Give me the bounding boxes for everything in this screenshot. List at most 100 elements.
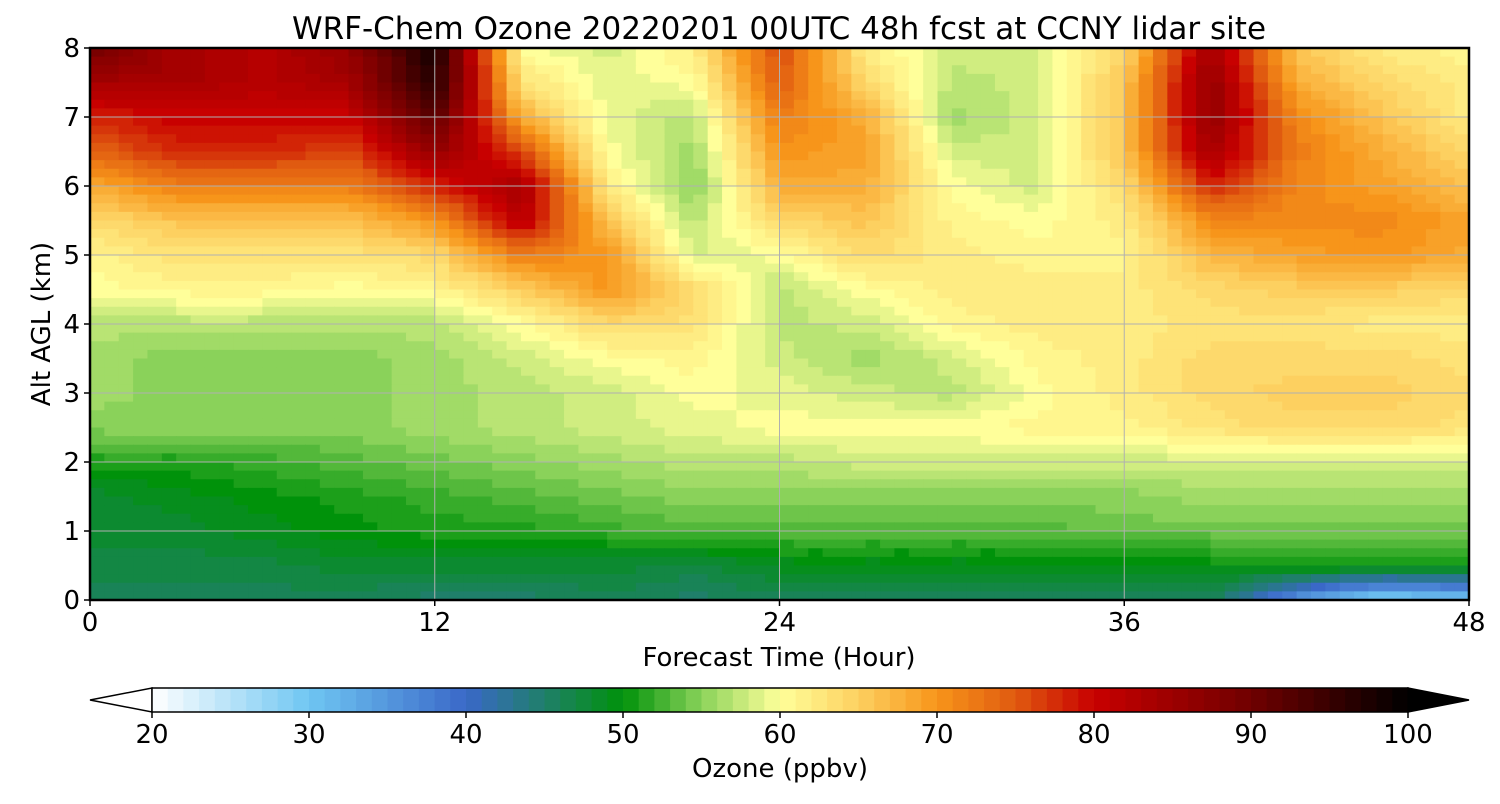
contour-cell	[291, 470, 307, 480]
contour-cell	[937, 246, 953, 256]
contour-cell	[851, 91, 867, 101]
contour-cell	[693, 99, 709, 109]
contour-cell	[449, 160, 465, 170]
contour-cell	[1138, 151, 1154, 161]
contour-cell	[1310, 237, 1326, 247]
contour-cell	[650, 479, 666, 489]
contour-cell	[937, 203, 953, 213]
contour-cell	[980, 306, 996, 316]
contour-cell	[966, 186, 982, 196]
contour-cell	[621, 203, 637, 213]
contour-cell	[506, 341, 522, 351]
contour-cell	[1454, 125, 1470, 135]
contour-cell	[722, 220, 737, 230]
contour-cell	[1023, 332, 1039, 342]
contour-cell	[1296, 125, 1312, 135]
contour-cell	[176, 341, 192, 351]
contour-cell	[434, 272, 450, 282]
contour-cell	[635, 108, 651, 118]
contour-cell	[1181, 91, 1197, 101]
contour-cell	[305, 134, 321, 144]
contour-cell	[1368, 237, 1384, 247]
contour-cell	[1224, 56, 1240, 66]
contour-cell	[994, 186, 1010, 196]
contour-cell	[1095, 315, 1111, 325]
contour-cell	[779, 479, 795, 489]
contour-cell	[836, 142, 852, 153]
contour-cell	[449, 410, 465, 420]
contour-cell	[1397, 73, 1413, 84]
contour-cell	[1181, 427, 1197, 437]
contour-cell	[1368, 401, 1384, 411]
contour-cell	[362, 48, 378, 58]
contour-cell	[1440, 289, 1456, 299]
contour-cell	[549, 315, 565, 325]
contour-cell	[377, 168, 393, 178]
contour-cell	[894, 177, 910, 187]
contour-cell	[1253, 255, 1269, 265]
contour-cell	[1066, 315, 1082, 325]
contour-cell	[1052, 48, 1068, 58]
contour-cell	[233, 462, 249, 472]
contour-cell	[1095, 427, 1111, 437]
contour-cell	[880, 462, 896, 472]
contour-cell	[793, 280, 809, 291]
contour-cell	[348, 82, 364, 92]
contour-cell	[937, 453, 953, 463]
contour-cell	[1440, 479, 1456, 489]
contour-cell	[607, 324, 623, 334]
contour-cell	[865, 462, 881, 472]
contour-cell	[362, 462, 378, 472]
contour-cell	[908, 436, 924, 446]
contour-cell	[592, 272, 608, 282]
contour-cell	[1152, 186, 1168, 196]
contour-cell	[980, 315, 996, 325]
contour-cell	[219, 203, 235, 213]
contour-cell	[937, 393, 953, 403]
contour-cell	[894, 272, 910, 282]
contour-cell	[334, 65, 350, 75]
contour-cell	[592, 134, 608, 144]
contour-cell	[951, 341, 967, 351]
contour-cell	[1310, 324, 1326, 334]
contour-cell	[176, 108, 192, 118]
contour-cell	[434, 203, 450, 213]
contour-cell	[520, 237, 536, 247]
contour-cell	[1152, 306, 1168, 316]
contour-cell	[176, 324, 192, 334]
contour-cell	[1425, 177, 1441, 187]
contour-cell	[1310, 186, 1326, 196]
contour-cell	[779, 237, 795, 247]
contour-cell	[147, 470, 163, 480]
contour-cell	[1167, 99, 1183, 109]
contour-cell	[1081, 194, 1097, 204]
contour-cell	[1253, 194, 1269, 204]
contour-cell	[1310, 470, 1326, 480]
contour-cell	[463, 324, 479, 334]
contour-cell	[1354, 375, 1370, 385]
contour-cell	[1368, 229, 1384, 239]
contour-cell	[635, 280, 651, 291]
contour-cell	[248, 117, 263, 127]
contour-cell	[722, 418, 737, 429]
contour-cell	[391, 142, 407, 153]
contour-cell	[420, 444, 436, 454]
contour-cell	[836, 367, 852, 377]
contour-cell	[104, 349, 120, 360]
contour-cell	[951, 255, 967, 265]
contour-cell	[190, 358, 206, 368]
contour-cell	[535, 272, 551, 282]
contour-cell	[908, 341, 924, 351]
contour-cell	[707, 194, 723, 204]
contour-cell	[765, 324, 781, 334]
contour-cell	[865, 203, 881, 213]
contour-cell	[635, 401, 651, 411]
contour-cell	[836, 125, 852, 135]
contour-cell	[492, 289, 508, 299]
contour-cell	[1368, 418, 1384, 429]
contour-cell	[607, 91, 623, 101]
contour-cell	[592, 91, 608, 101]
contour-cell	[851, 255, 867, 265]
contour-cell	[348, 177, 364, 187]
